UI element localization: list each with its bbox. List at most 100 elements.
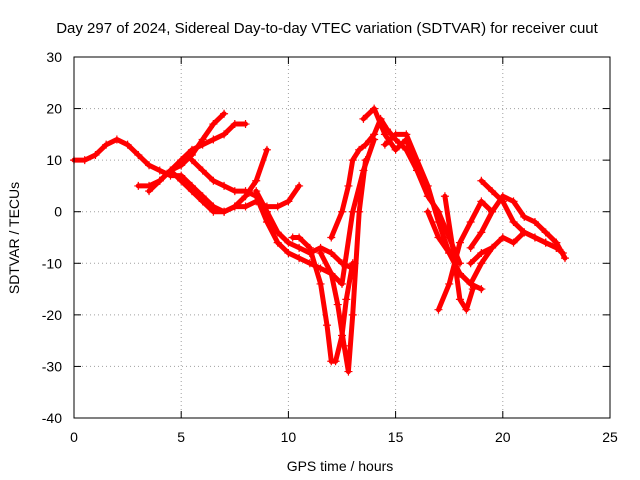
satellite-track-7-line: [290, 235, 356, 364]
tick-labels: 0 5 10 15 20 25 30 20 10 0 -10 -20 -30 -40: [42, 49, 618, 445]
satellite-track-9-line: [328, 116, 420, 240]
satellite-track-15: [466, 192, 569, 263]
data-point: [370, 104, 379, 113]
satellite-track-3-line: [146, 121, 248, 194]
data-point: [209, 176, 218, 185]
x-tick-label: 0: [70, 429, 78, 445]
y-axis-label: SDTVAR / TECUs: [6, 182, 22, 294]
y-tick-label: -20: [42, 307, 62, 323]
y-tick-label: 30: [46, 49, 62, 65]
satellite-track-14: [440, 192, 477, 314]
data-point: [220, 181, 229, 190]
data-point: [112, 135, 121, 144]
satellite-track-15-line: [468, 193, 568, 261]
data-point: [262, 207, 271, 216]
data-point: [498, 197, 507, 206]
data-point: [284, 238, 293, 247]
data-point: [166, 166, 175, 175]
satellite-track-13: [434, 197, 497, 314]
satellite-track-17-line: [478, 178, 559, 251]
data-point: [295, 243, 304, 252]
data-point: [530, 218, 539, 227]
data-point: [361, 140, 370, 149]
data-point: [327, 248, 336, 257]
data-point: [273, 228, 282, 237]
data-point: [434, 218, 443, 227]
data-point: [359, 114, 368, 123]
data-point: [155, 176, 164, 185]
data-point: [155, 166, 164, 175]
data-point: [558, 248, 567, 257]
data-point: [305, 243, 314, 252]
data-point: [423, 207, 432, 216]
data-point: [391, 130, 400, 139]
x-tick-label: 25: [602, 429, 618, 445]
data-point: [316, 248, 325, 257]
data-point: [177, 176, 186, 185]
y-tick-label: -40: [42, 410, 62, 426]
data-point: [252, 176, 261, 185]
satellite-track-17: [477, 176, 561, 252]
data-point: [187, 187, 196, 196]
data-point: [295, 254, 304, 263]
plot-frame: [73, 56, 611, 419]
data-point: [295, 233, 304, 242]
data-point: [209, 120, 218, 129]
data-series: [70, 104, 569, 376]
data-point: [295, 181, 304, 190]
data-point: [102, 140, 111, 149]
satellite-track-10-line: [360, 106, 463, 266]
data-point: [413, 156, 422, 165]
satellite-track-13-line: [436, 198, 495, 313]
data-point: [391, 145, 400, 154]
data-point: [338, 279, 346, 288]
data-point: [284, 248, 293, 257]
data-point: [477, 285, 486, 294]
y-tick-label: -10: [42, 255, 62, 271]
data-point: [477, 248, 486, 257]
data-point: [340, 341, 349, 350]
data-point: [322, 321, 331, 330]
satellite-track-1: [70, 135, 271, 216]
data-point: [327, 269, 336, 278]
x-axis-label: GPS time / hours: [287, 458, 394, 474]
data-point: [220, 207, 229, 216]
data-point: [209, 135, 218, 144]
data-point: [455, 238, 464, 247]
x-tick-label: 20: [495, 429, 511, 445]
data-point: [241, 202, 250, 211]
data-point: [342, 295, 351, 304]
data-point: [327, 233, 336, 242]
data-point: [466, 279, 475, 288]
data-point: [402, 130, 411, 139]
data-point: [187, 145, 196, 154]
data-point: [91, 150, 100, 159]
data-point: [145, 187, 154, 196]
data-point: [284, 197, 293, 206]
data-point: [488, 187, 497, 196]
data-point: [468, 285, 477, 294]
data-point: [509, 218, 518, 227]
data-point: [520, 228, 529, 237]
satellite-track-3: [145, 120, 250, 196]
data-point: [466, 259, 475, 268]
x-tick-label: 5: [177, 429, 185, 445]
chart-title: Day 297 of 2024, Sidereal Day-to-day VTE…: [56, 20, 598, 37]
data-point: [344, 367, 353, 376]
data-point: [230, 202, 239, 211]
y-tick-label: -30: [42, 358, 62, 374]
data-point: [338, 207, 346, 216]
data-point: [541, 228, 550, 237]
data-point: [209, 207, 218, 216]
data-point: [380, 140, 389, 149]
data-point: [316, 279, 325, 288]
data-point: [348, 156, 357, 165]
satellite-track-12: [423, 207, 497, 288]
data-point: [488, 207, 497, 216]
data-point: [380, 130, 389, 139]
data-point: [361, 156, 370, 165]
data-point: [198, 166, 207, 175]
data-point: [423, 181, 432, 190]
data-point: [273, 202, 282, 211]
